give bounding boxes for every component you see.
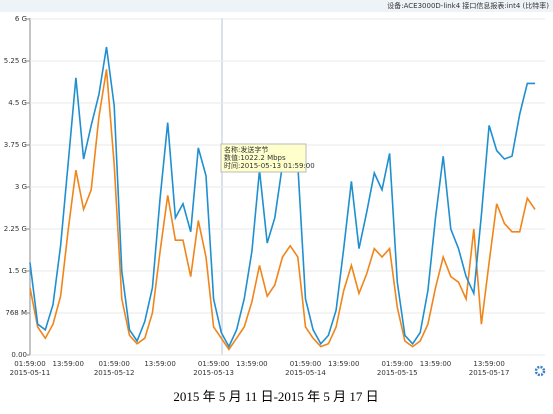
x-tick-label: 01:59:00: [290, 360, 321, 368]
x-tick-label: 13:59:00: [236, 360, 267, 368]
series-line: [29, 69, 536, 351]
x-tick-label: 01:59:00: [198, 360, 229, 368]
tooltip-box: [220, 143, 307, 173]
x-tick-label: 01:59:00: [382, 360, 413, 368]
tooltip-value: 数值:1022.2 Mbps: [224, 153, 286, 162]
plot: 0.00 768 M 1.5 G 2.25 G 3 G 3.75 G 4.5 G 5.25 G…: [4, 15, 545, 377]
x-date-label: 2015-05-13: [193, 369, 234, 377]
y-tick-label: 768 M: [5, 309, 27, 317]
x-date-label: 2015-05-12: [94, 369, 135, 377]
series-line: [29, 46, 535, 349]
y-tick-label: 2.25 G: [4, 225, 27, 233]
caption: 2015 年 5 月 11 日-2015 年 5 月 17 日: [173, 389, 378, 404]
x-tick-label: 13:59:00: [144, 360, 175, 368]
x-tick-label: 13:59:00: [473, 360, 504, 368]
x-date-label: 2015-05-15: [377, 369, 418, 377]
tooltip-name: 名称:发送字节: [224, 145, 268, 154]
tooltip-time: 时间:2015-05-13 01:59:00: [224, 161, 315, 170]
x-tick-label: 13:59:00: [328, 360, 359, 368]
x-tick-label: 01:59:00: [98, 360, 129, 368]
x-date-label: 2015-05-14: [285, 369, 326, 377]
x-tick-label: 13:59:00: [53, 360, 84, 368]
y-tick-label: 3.75 G: [4, 141, 27, 149]
x-tick-label: 13:59:00: [420, 360, 451, 368]
x-date-label: 2015-05-17: [469, 369, 510, 377]
header-bar: [0, 0, 553, 12]
y-tick-label: 4.5 G: [8, 99, 27, 107]
header-text: 设备:ACE3000D-link4 接口信息报表:int4 (比特率): [387, 1, 549, 10]
settings-icon[interactable]: [534, 365, 546, 377]
y-tick-label: 5.25 G: [4, 57, 27, 65]
y-tick-label: 3 G: [15, 183, 27, 191]
y-tick-label: 0.00: [11, 351, 27, 359]
y-tick-label: 1.5 G: [8, 267, 27, 275]
y-tick-label: 6 G: [15, 15, 27, 23]
x-date-label: 2015-05-11: [10, 369, 51, 377]
x-tick-label: 01:59:00: [14, 360, 45, 368]
